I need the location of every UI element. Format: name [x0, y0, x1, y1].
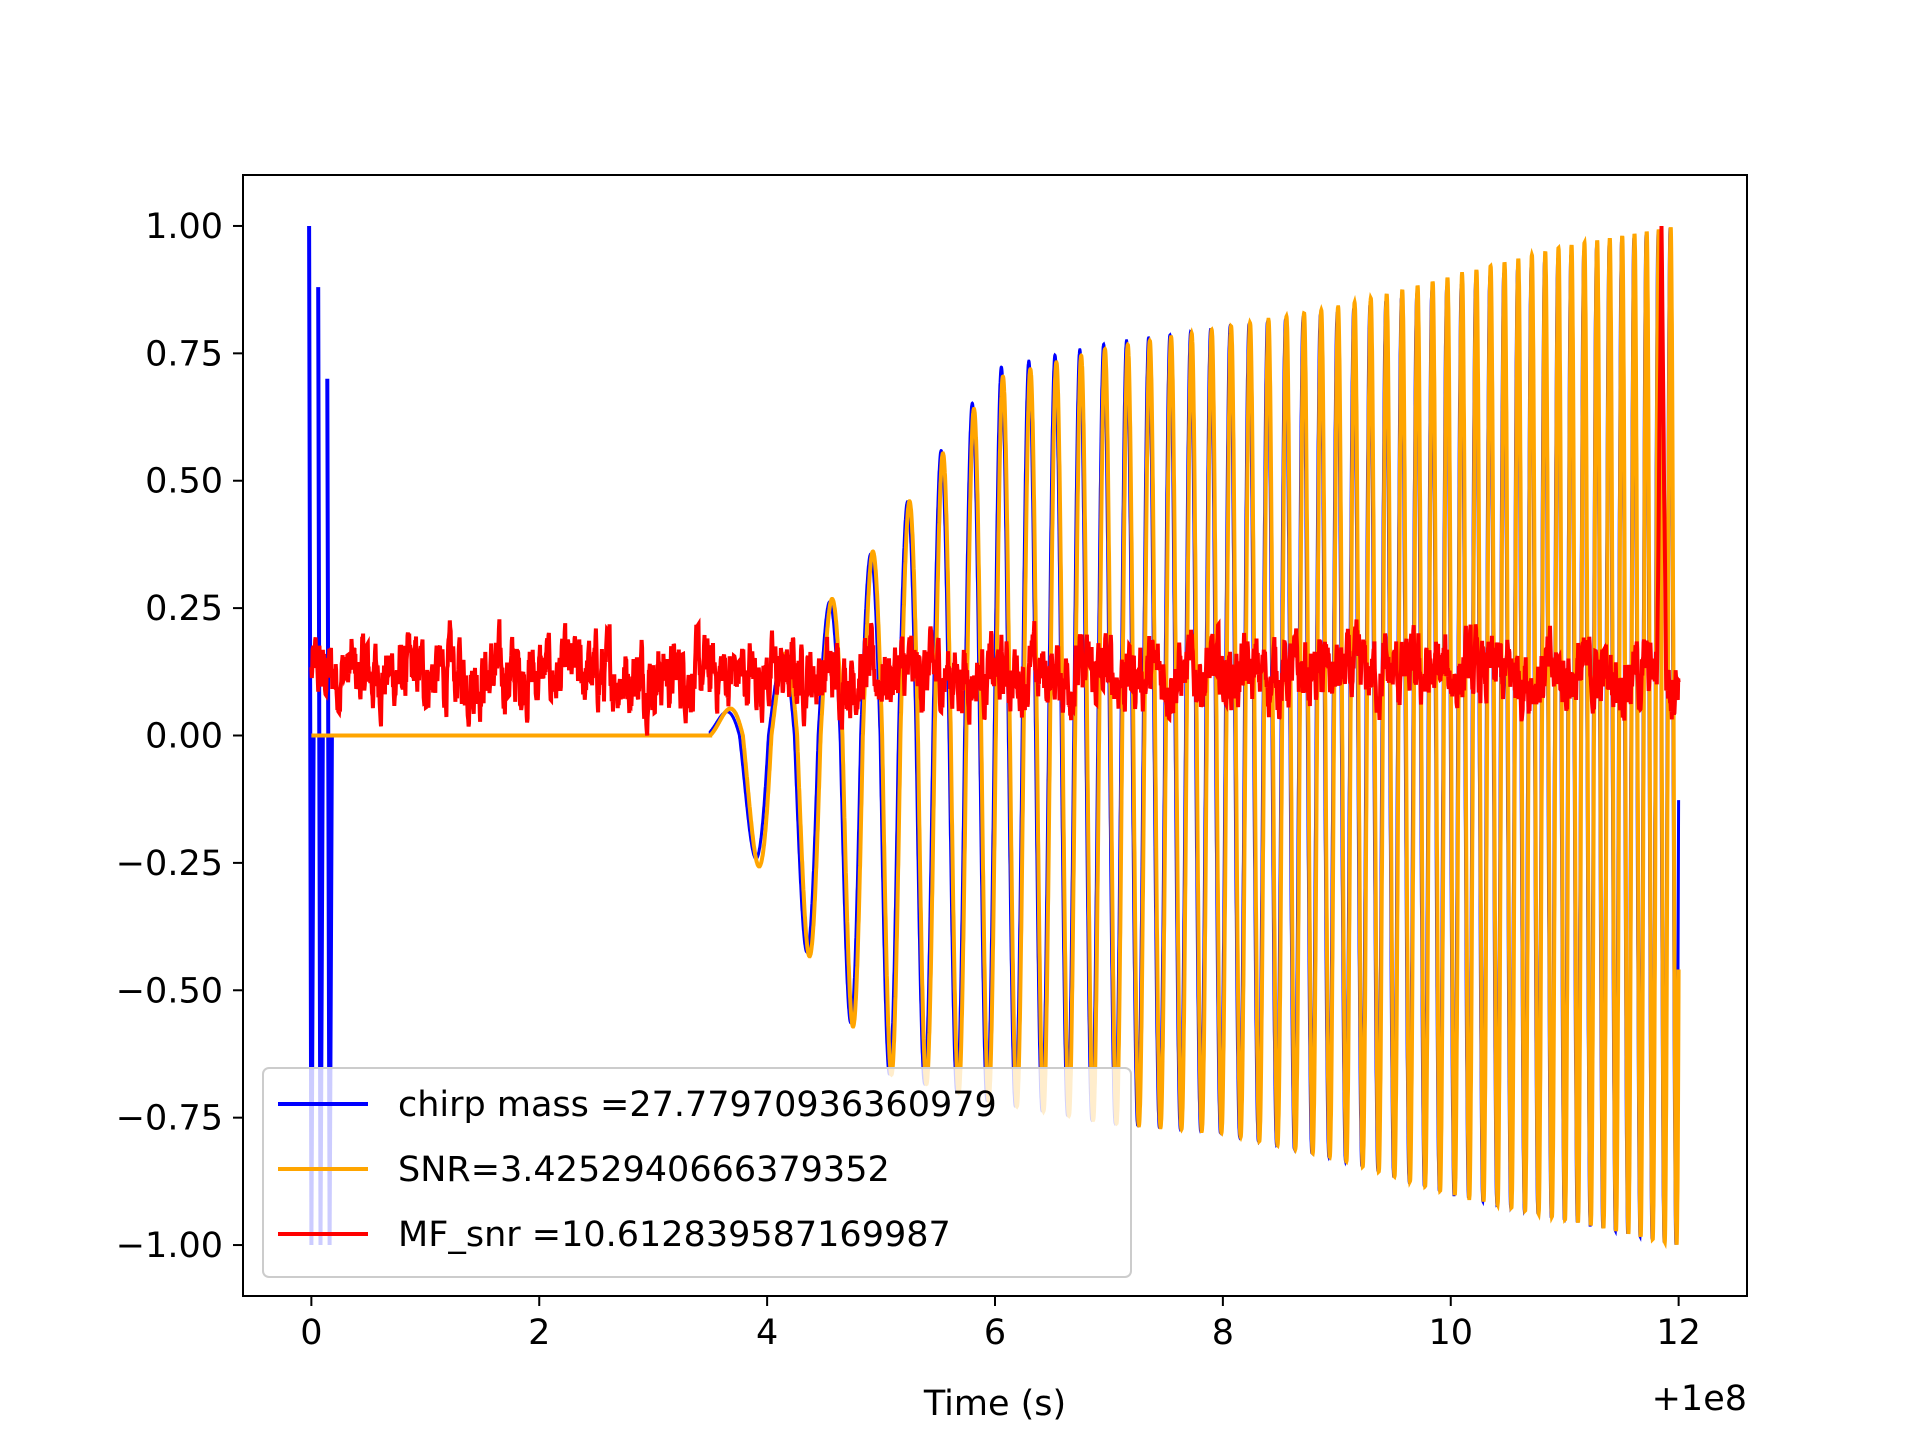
- y-tick-label: −0.75: [116, 1099, 223, 1139]
- legend: chirp mass =27.77970936360979 SNR=3.42529…: [262, 1067, 1132, 1278]
- legend-entry: MF_snr =10.612839587169987: [398, 1215, 951, 1255]
- x-tick-label: 10: [1428, 1313, 1473, 1353]
- y-tick-label: −1.00: [116, 1226, 223, 1266]
- y-tick-label: 0.00: [145, 717, 223, 757]
- x-tick-label: 8: [1212, 1313, 1234, 1353]
- y-tick-label: −0.50: [116, 971, 223, 1011]
- x-tick-label: 6: [984, 1313, 1006, 1353]
- x-offset-label: +1e8: [1652, 1379, 1747, 1419]
- x-tick-label: 0: [300, 1313, 322, 1353]
- y-tick-label: 1.00: [145, 207, 223, 247]
- legend-entry: chirp mass =27.77970936360979: [398, 1085, 997, 1125]
- series-line-snr: [311, 227, 1681, 1250]
- x-tick-label: 2: [528, 1313, 550, 1353]
- y-tick-label: 0.75: [145, 334, 223, 374]
- x-axis-label: Time (s): [923, 1384, 1066, 1424]
- x-axis: 0 2 4 6 8 10 12: [300, 1296, 1701, 1353]
- legend-entry: SNR=3.4252940666379352: [398, 1150, 890, 1190]
- y-axis: 1.00 0.75 0.50 0.25 0.00 −0.25 −0.50 −0.75 −1.00: [116, 207, 243, 1266]
- x-tick-label: 12: [1656, 1313, 1701, 1353]
- y-tick-label: −0.25: [116, 844, 223, 884]
- series-line-mf-snr: [309, 225, 1681, 736]
- y-tick-label: 0.25: [145, 589, 223, 629]
- legend-box: [262, 1067, 1132, 1278]
- y-tick-label: 0.50: [145, 462, 223, 502]
- x-tick-label: 4: [756, 1313, 778, 1353]
